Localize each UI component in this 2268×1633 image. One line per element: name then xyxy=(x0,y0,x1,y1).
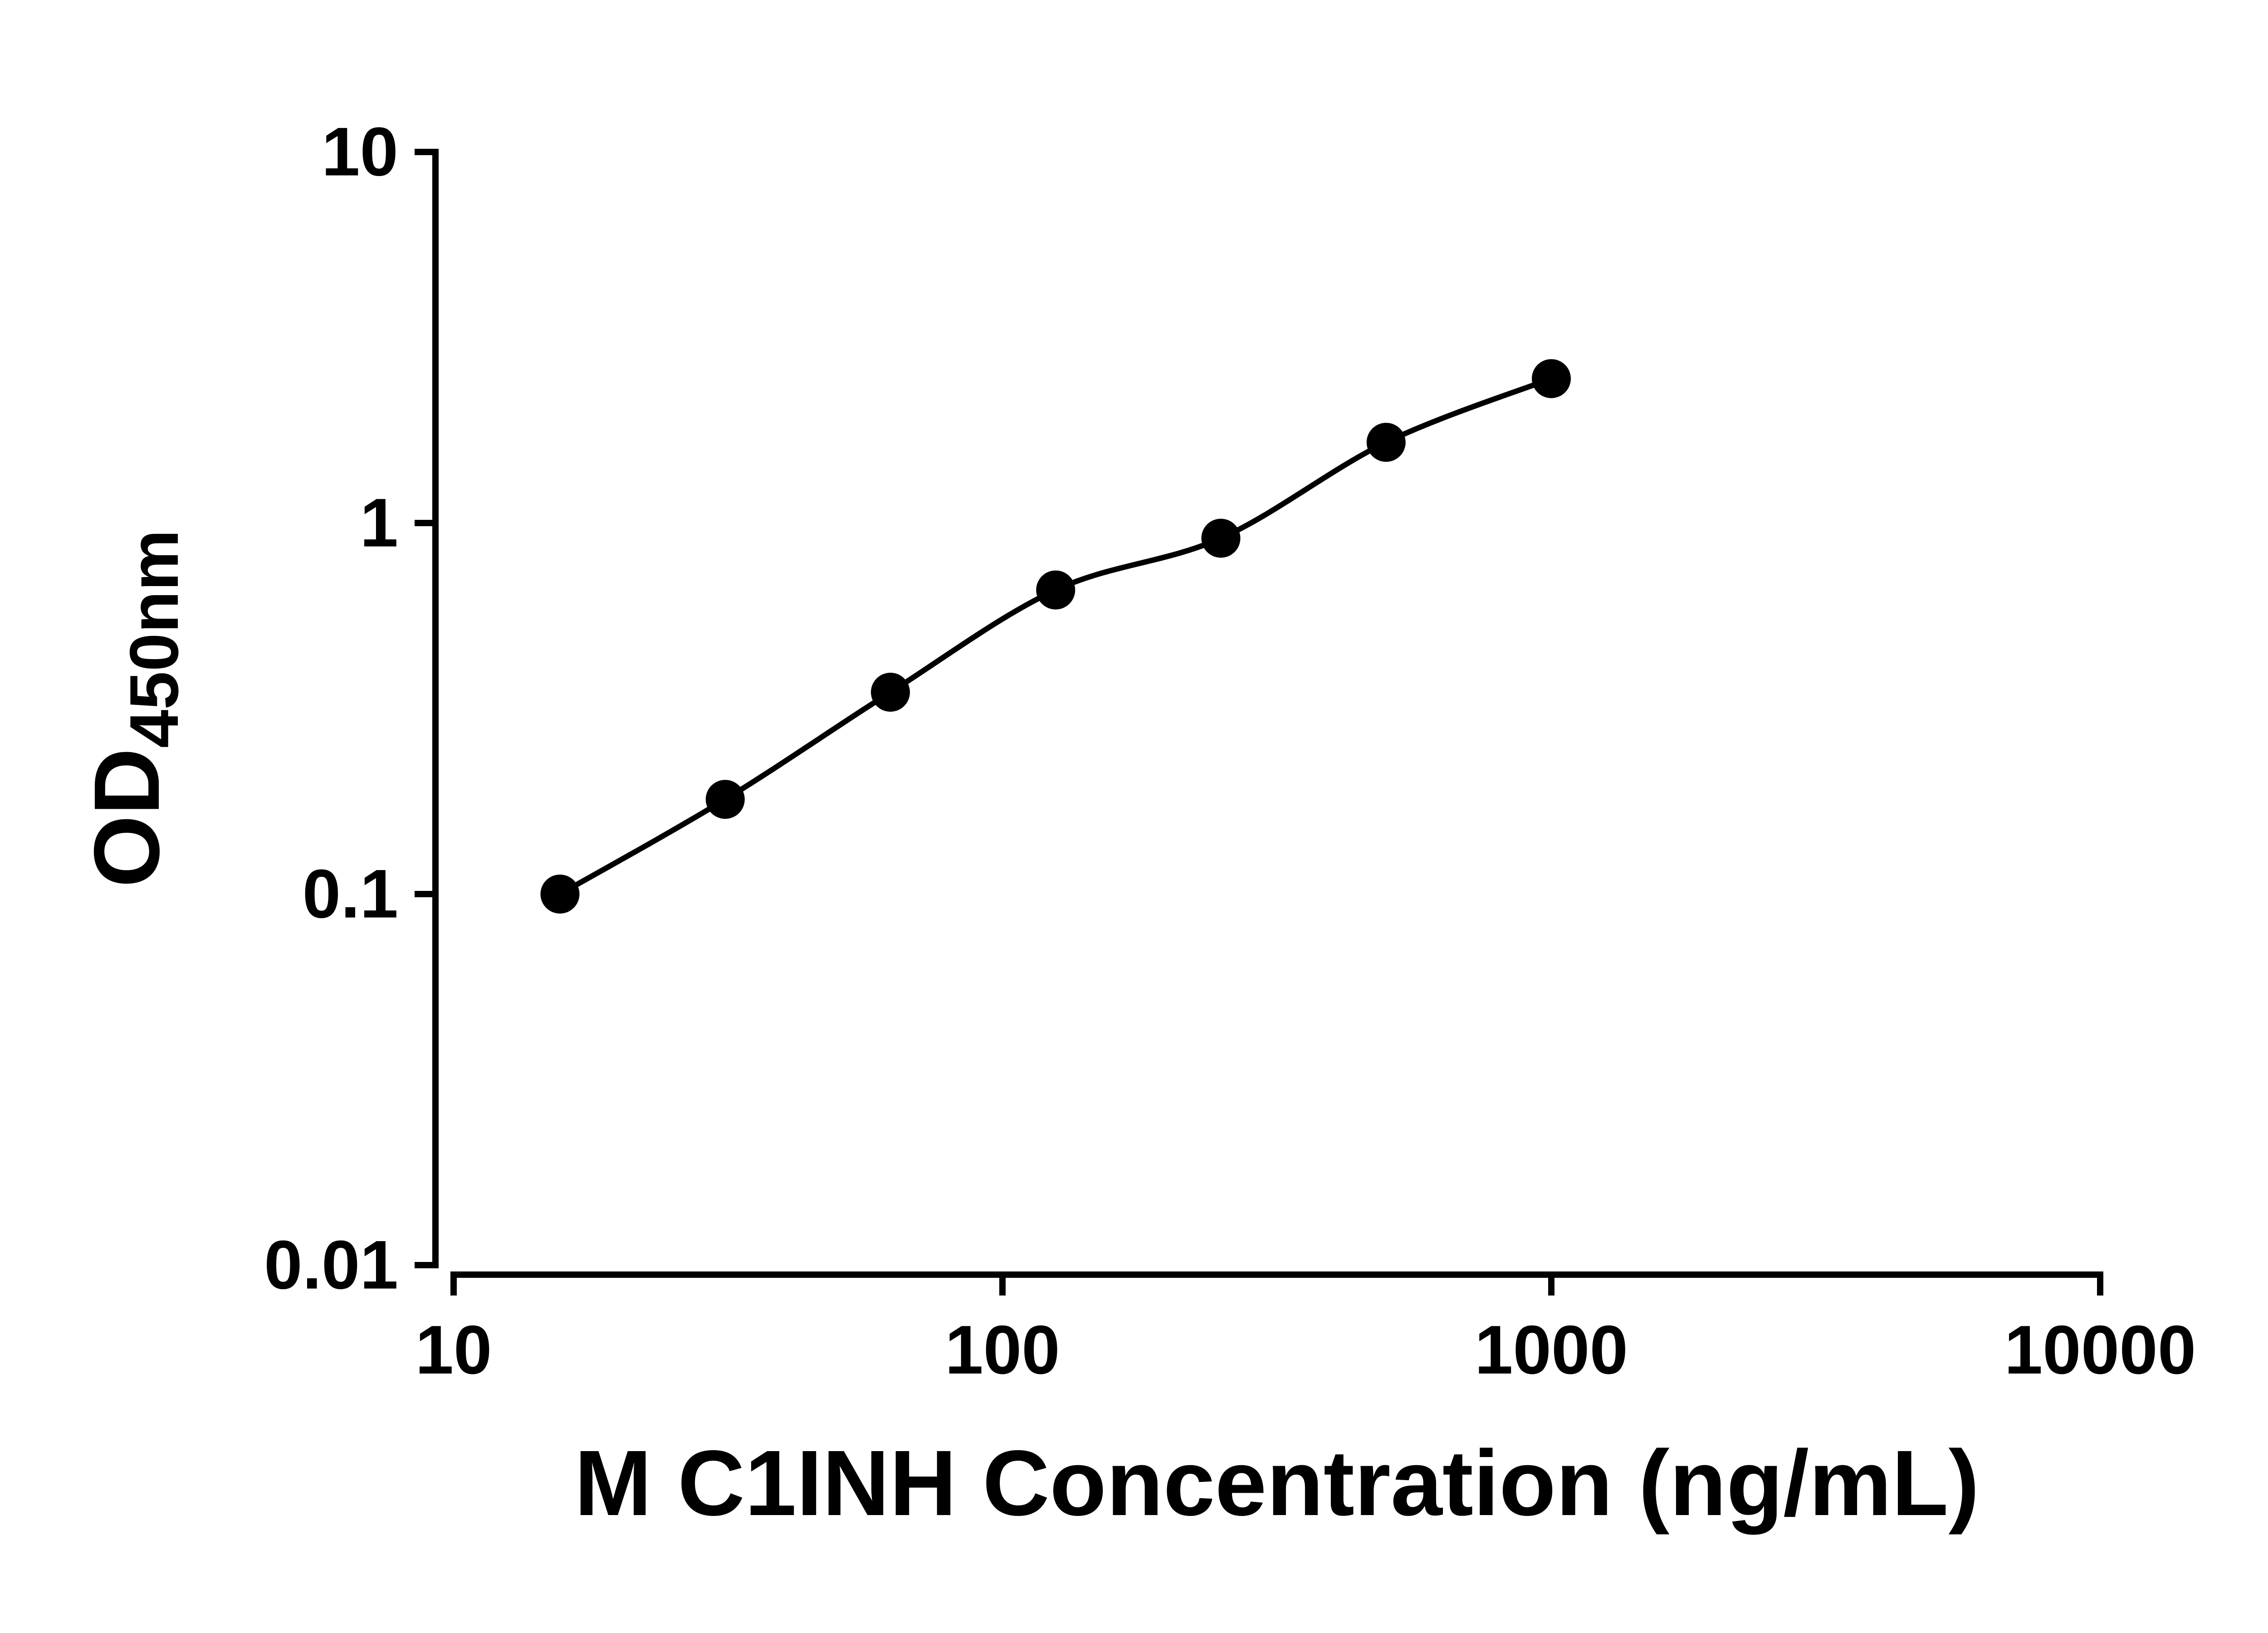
data-point xyxy=(705,780,745,819)
y-tick-label: 0.1 xyxy=(303,856,398,933)
data-point xyxy=(1036,570,1075,610)
data-point xyxy=(1366,423,1406,462)
x-tick-label: 10000 xyxy=(2004,1311,2196,1389)
data-point xyxy=(871,673,910,712)
y-axis-title: OD450nm xyxy=(75,529,193,887)
x-tick-label: 10 xyxy=(415,1311,492,1389)
x-axis-title: M C1INH Concentration (ng/mL) xyxy=(574,1431,1980,1535)
x-tick-label: 100 xyxy=(945,1311,1060,1389)
curve-line xyxy=(558,376,1553,897)
y-tick-label: 1 xyxy=(360,484,398,562)
y-tick-label: 10 xyxy=(322,113,398,191)
x-tick-label: 1000 xyxy=(1475,1311,1628,1389)
data-point xyxy=(1532,359,1571,398)
y-tick-label: 0.01 xyxy=(264,1227,398,1304)
data-point xyxy=(1201,518,1241,558)
data-point xyxy=(540,875,580,914)
